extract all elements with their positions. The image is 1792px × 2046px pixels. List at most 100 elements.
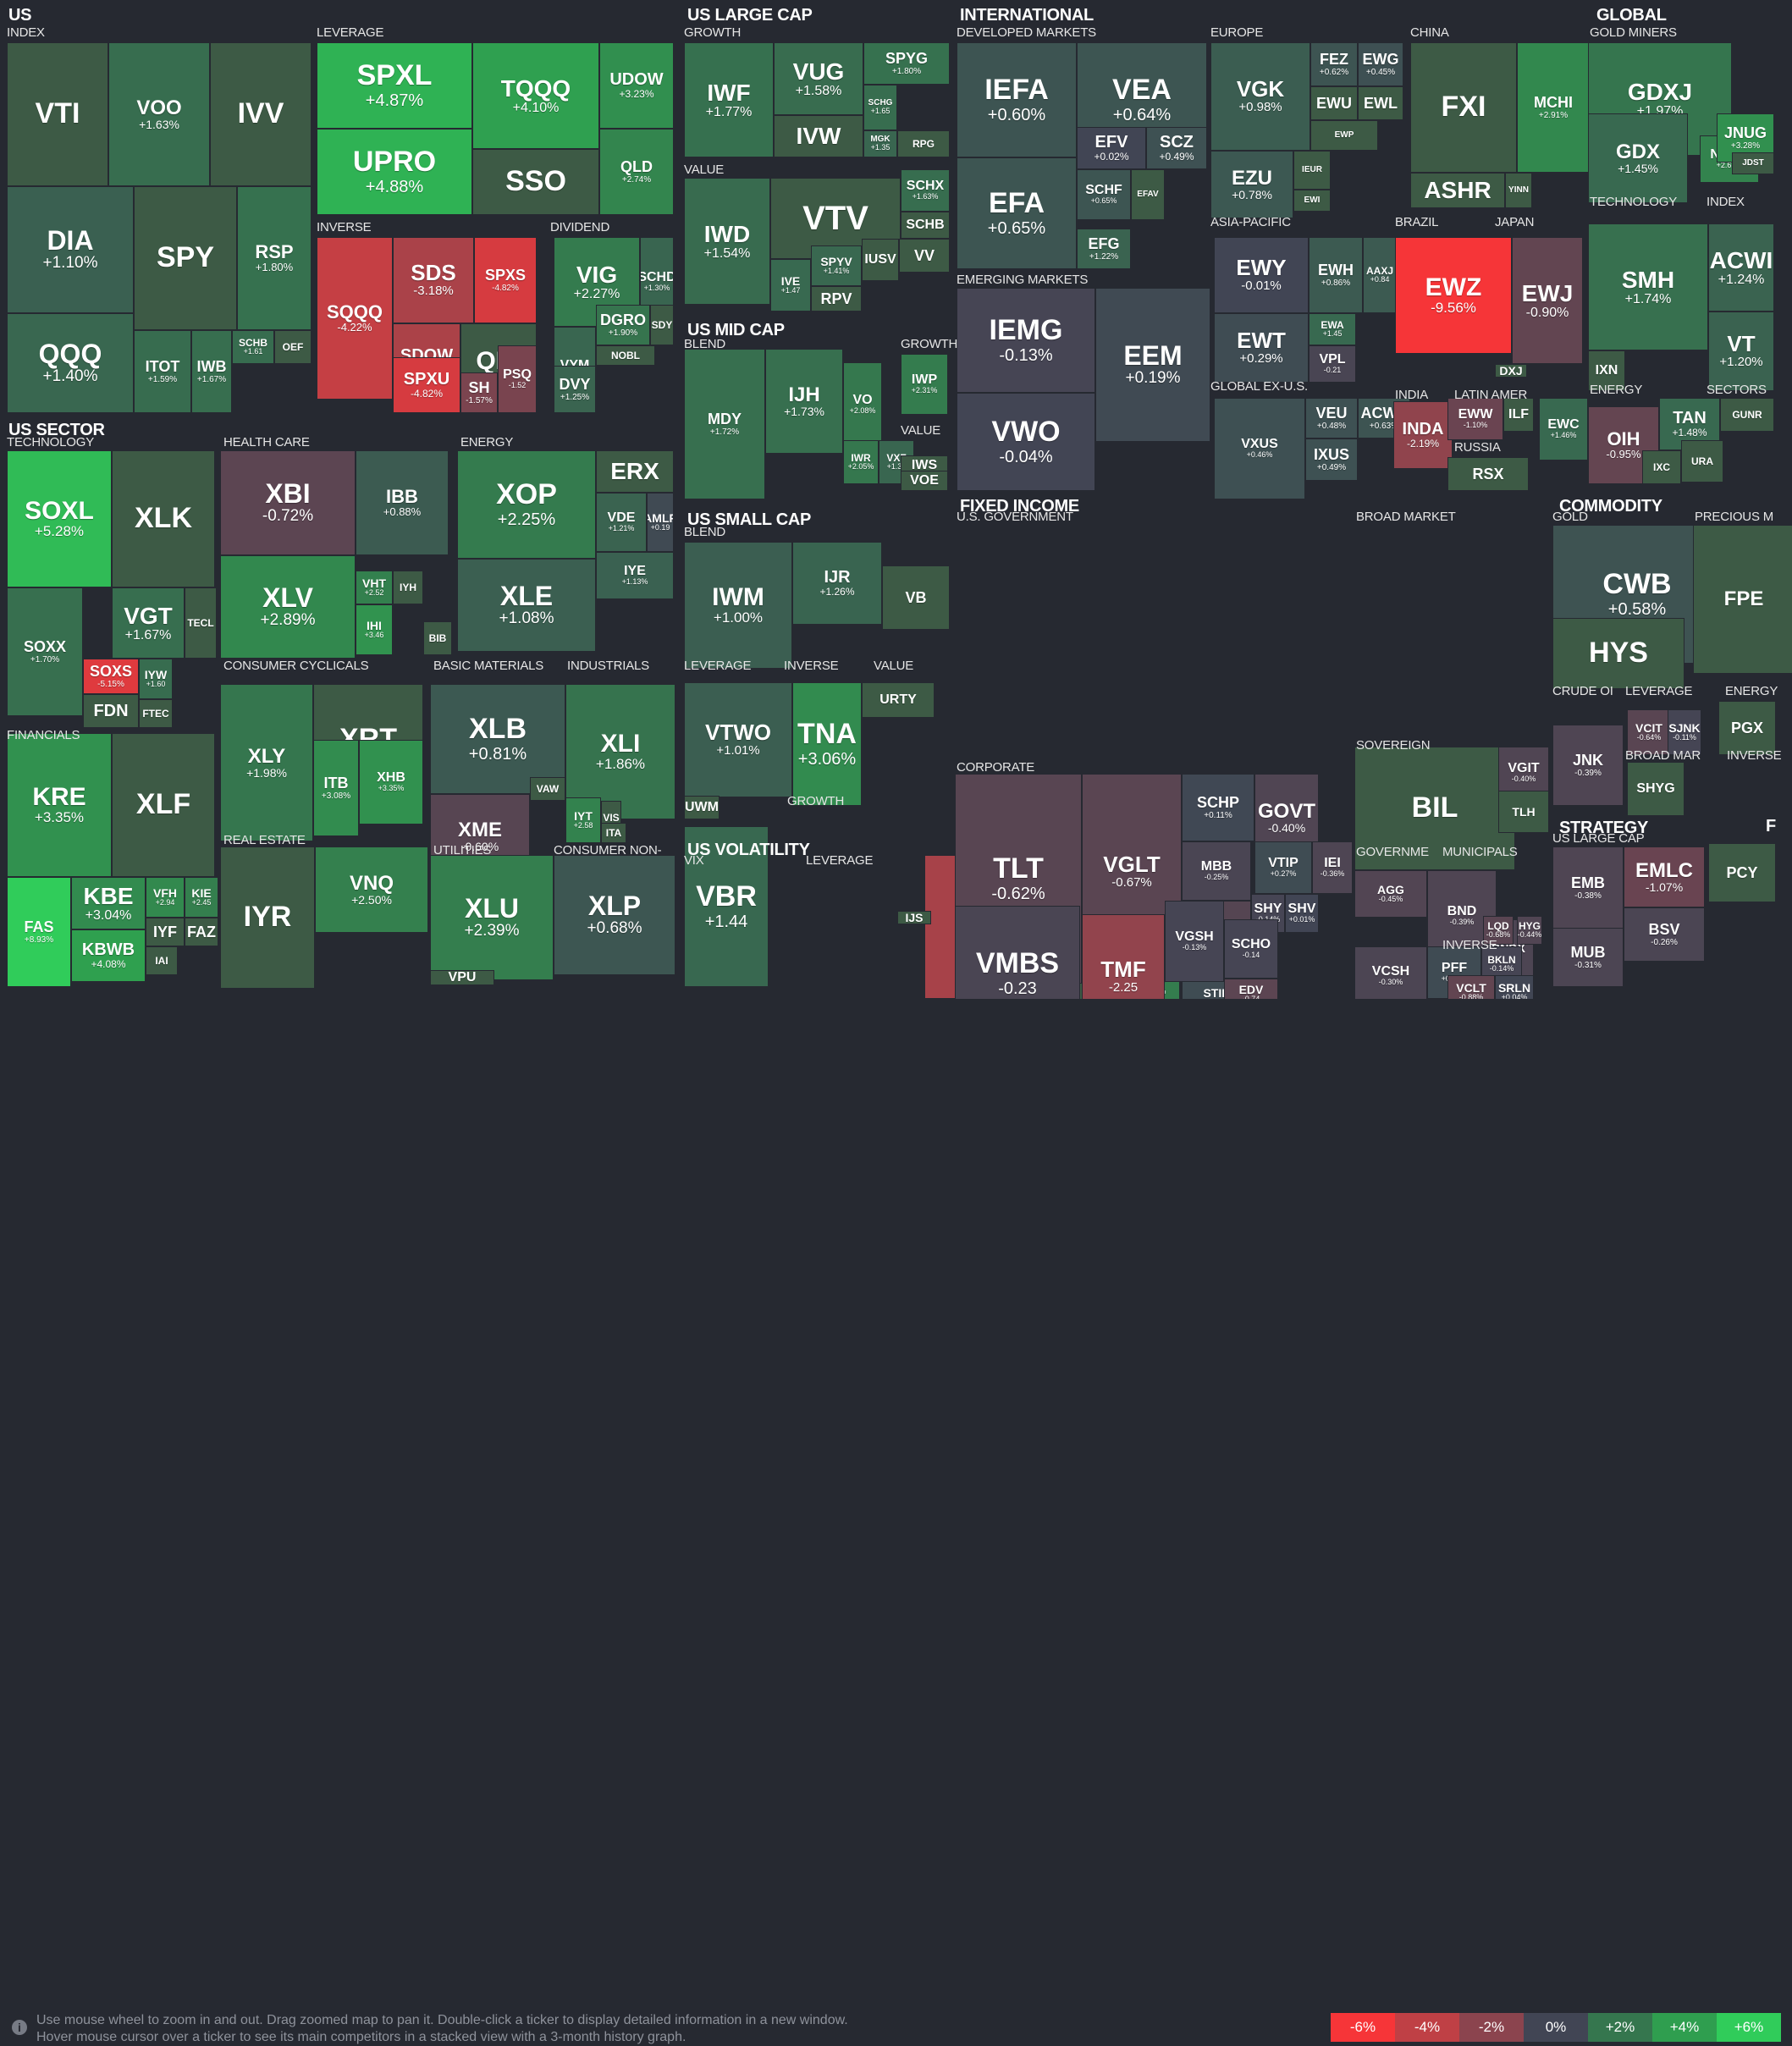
ticker-tile-eem[interactable]: EEM +0.19% <box>1095 288 1210 442</box>
ticker-tile-ieur[interactable]: IEUR <box>1293 151 1331 190</box>
ticker-tile-vpl[interactable]: VPL -0.21 <box>1309 345 1356 383</box>
ticker-tile-iwf[interactable]: IWF +1.77% <box>684 42 774 157</box>
ticker-tile-ewz[interactable]: EWZ -9.56% <box>1395 237 1512 354</box>
ticker-tile-vo[interactable]: VO +2.08% <box>843 362 882 447</box>
ticker-tile-urty[interactable]: URTY <box>862 682 935 718</box>
ticker-tile-smh[interactable]: SMH +1.74% <box>1588 223 1708 350</box>
ticker-tile-amlp[interactable]: AMLP+0.19 <box>647 493 674 552</box>
ticker-tile-xli[interactable]: XLI +1.86% <box>565 684 675 819</box>
ticker-tile-fpe[interactable]: FPE <box>1693 525 1792 674</box>
ticker-tile-iemg[interactable]: IEMG -0.13% <box>957 288 1095 393</box>
ticker-tile-vaw[interactable]: VAW <box>530 777 565 801</box>
ticker-tile-iwd[interactable]: IWD +1.54% <box>684 178 770 305</box>
ticker-tile-ewh[interactable]: EWH +0.86% <box>1309 237 1363 313</box>
ticker-tile-udow[interactable]: UDOW +3.23% <box>599 42 674 129</box>
ticker-tile-emlc[interactable]: EMLC -1.07% <box>1624 847 1705 907</box>
ticker-tile-gdx[interactable]: GDX +1.45% <box>1588 113 1688 203</box>
ticker-tile-vht[interactable]: VHT +2.52 <box>356 571 393 604</box>
ticker-tile-ewl[interactable]: EWL <box>1358 86 1403 120</box>
ticker-tile-jnk[interactable]: JNK -0.39% <box>1552 725 1624 806</box>
ticker-tile-schf[interactable]: SCHF +0.65% <box>1077 169 1131 220</box>
ticker-tile-vug[interactable]: VUG +1.58% <box>774 42 863 115</box>
ticker-tile-scz[interactable]: SCZ +0.49% <box>1146 127 1207 169</box>
ticker-tile-qqq[interactable]: QQQ +1.40% <box>7 313 134 413</box>
ticker-tile-fxi[interactable]: FXI <box>1410 42 1517 173</box>
ticker-tile-hys[interactable]: HYS <box>1552 618 1684 689</box>
ticker-tile-vbr[interactable]: VBR +1.44 <box>684 826 769 987</box>
ticker-tile-ixc[interactable]: IXC <box>1642 450 1681 484</box>
ticker-tile-qld[interactable]: QLD +2.74% <box>599 129 674 215</box>
ticker-tile-vpu[interactable]: VPU <box>430 970 494 985</box>
ticker-tile-yinn[interactable]: YINN <box>1505 173 1532 208</box>
ticker-tile-ixus[interactable]: IXUS +0.49% <box>1305 438 1358 481</box>
ticker-tile-mub[interactable]: MUB -0.31% <box>1552 928 1624 987</box>
ticker-tile-tlh[interactable]: TLH <box>1498 791 1549 833</box>
ticker-tile-xlv[interactable]: XLV +2.89% <box>220 555 356 659</box>
ticker-tile-dia[interactable]: DIA +1.10% <box>7 186 134 313</box>
ticker-tile-iyf[interactable]: IYF <box>146 918 185 946</box>
ticker-tile-nobl[interactable]: NOBL <box>596 345 655 366</box>
ticker-tile-sjnk[interactable]: SJNK -0.11% <box>1668 709 1701 755</box>
ticker-tile-vfh[interactable]: VFH +2.94 <box>146 877 185 918</box>
ticker-tile-pgx[interactable]: PGX <box>1718 701 1776 755</box>
ticker-tile-veu[interactable]: VEU +0.48% <box>1305 398 1358 438</box>
ticker-tile-kbwb[interactable]: KBWB +4.08% <box>71 929 146 982</box>
ticker-tile-ewy[interactable]: EWY -0.01% <box>1214 237 1309 313</box>
ticker-tile-tecl[interactable]: TECL <box>185 587 217 659</box>
ticker-tile-iai[interactable]: IAI <box>146 946 178 975</box>
ticker-tile-shv[interactable]: SHV +0.01% <box>1285 894 1319 933</box>
ticker-tile-vgsh[interactable]: VGSH -0.13% <box>1165 901 1224 982</box>
ticker-tile-bsv[interactable]: BSV -0.26% <box>1624 907 1705 962</box>
ticker-tile-ewc[interactable]: EWC +1.46% <box>1539 398 1588 460</box>
ticker-tile-ive[interactable]: IVE +1.47 <box>770 259 811 312</box>
ticker-tile-efav[interactable]: EFAV <box>1131 169 1165 220</box>
ticker-tile-psq[interactable]: PSQ -1.52 <box>498 345 537 413</box>
ticker-tile-mchi[interactable]: MCHI +2.91% <box>1517 42 1590 173</box>
ticker-tile-agg[interactable]: AGG -0.45% <box>1354 870 1427 918</box>
ticker-tile-kie[interactable]: KIE +2.45 <box>185 877 218 918</box>
ticker-tile-ewp[interactable]: EWP <box>1310 120 1378 151</box>
ticker-tile-aaxj[interactable]: AAXJ +0.84 <box>1363 237 1397 313</box>
ticker-tile-spxs[interactable]: SPXS -4.82% <box>474 237 537 323</box>
ticker-tile-pcy[interactable]: PCY <box>1708 843 1776 902</box>
ticker-tile-lqd[interactable]: LQD -0.68% <box>1483 916 1514 945</box>
ticker-tile-ihi[interactable]: IHI +3.46 <box>356 604 393 655</box>
ticker-tile-iyt[interactable]: IYT +2.58 <box>565 797 601 843</box>
ticker-tile-sh[interactable]: SH -1.57% <box>460 372 498 413</box>
ticker-tile-mgk[interactable]: MGK +1.35 <box>863 130 897 157</box>
ticker-tile-eww[interactable]: EWW -1.10% <box>1447 398 1503 440</box>
ticker-tile-rsx[interactable]: RSX <box>1447 457 1529 491</box>
ticker-tile-iefa[interactable]: IEFA +0.60% <box>957 42 1077 157</box>
ticker-tile-ijs[interactable]: IJS <box>897 911 931 924</box>
ticker-tile-sdy[interactable]: SDY <box>650 305 674 345</box>
ticker-tile-xly[interactable]: XLY +1.98% <box>220 684 313 841</box>
ticker-tile-fdn[interactable]: FDN <box>83 694 139 728</box>
ticker-tile-uwm[interactable]: UWM <box>684 796 720 819</box>
ticker-tile-dgro[interactable]: DGRO +1.90% <box>596 305 650 345</box>
ticker-tile-scho[interactable]: SCHO -0.14 <box>1224 919 1278 979</box>
ticker-tile-fez[interactable]: FEZ +0.62% <box>1310 42 1358 86</box>
ticker-tile-mdy[interactable]: MDY +1.72% <box>684 349 765 499</box>
ticker-tile-xhb[interactable]: XHB +3.35% <box>359 740 423 824</box>
ticker-tile-ura[interactable]: URA <box>1681 440 1723 483</box>
ticker-tile-iyw[interactable]: IYW +1.60 <box>139 659 173 699</box>
ticker-tile-hyg[interactable]: HYG -0.44% <box>1517 916 1542 945</box>
ticker-tile-xlb[interactable]: XLB +0.81% <box>430 684 565 794</box>
ticker-tile-kbe[interactable]: KBE +3.04% <box>71 877 146 929</box>
ticker-tile-ijr[interactable]: IJR +1.26% <box>792 542 882 625</box>
ticker-tile-dvy[interactable]: DVY +1.25% <box>554 366 596 413</box>
ticker-tile-ewg[interactable]: EWG +0.45% <box>1358 42 1403 86</box>
ticker-tile-vti[interactable]: VTI <box>7 42 108 186</box>
ticker-tile-efv[interactable]: EFV +0.02% <box>1077 127 1146 169</box>
ticker-tile-vxus[interactable]: VXUS +0.46% <box>1214 398 1305 499</box>
ticker-tile-ewu[interactable]: EWU <box>1310 86 1358 120</box>
ticker-tile-xlp[interactable]: XLP +0.68% <box>554 855 675 975</box>
ticker-tile-spxl[interactable]: SPXL +4.87% <box>317 42 472 129</box>
ticker-tile-vgt[interactable]: VGT +1.67% <box>112 587 185 659</box>
ticker-tile-ashr[interactable]: ASHR <box>1410 173 1505 208</box>
ticker-tile-iwb[interactable]: IWB +1.67% <box>191 330 232 413</box>
ticker-tile-schb[interactable]: SCHB +1.61 <box>232 330 274 364</box>
ticker-tile-schb[interactable]: SCHB <box>901 212 950 239</box>
ticker-tile-vgk[interactable]: VGK +0.98% <box>1210 42 1310 151</box>
ticker-tile-vnq[interactable]: VNQ +2.50% <box>315 847 428 933</box>
